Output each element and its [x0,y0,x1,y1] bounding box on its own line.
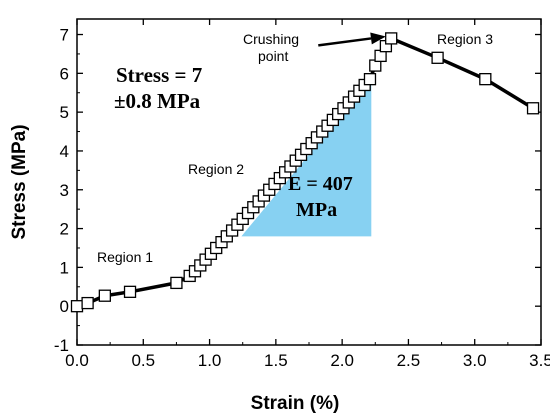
x-tick-label: 3.0 [463,351,487,370]
region-1-label: Region 1 [97,249,153,265]
data-point [431,51,444,64]
modulus-label-line1: E = 407 [288,173,353,195]
x-tick-label: 0.5 [131,351,155,370]
x-tick-label: 0.0 [65,351,89,370]
arrow-layer [318,32,386,47]
y-tick-label: 7 [60,26,69,45]
region-2-label: Region 2 [188,161,244,177]
x-tick-label: 1.0 [198,351,222,370]
x-tick-label: 2.5 [397,351,421,370]
data-point [123,285,137,298]
data-point [479,73,492,86]
y-axis-title: Stress (MPa) [9,124,30,239]
data-point [526,102,540,115]
data-point [70,300,84,313]
y-tick-label: 6 [60,64,69,83]
x-tick-label: 3.5 [529,351,550,370]
x-tick-label: 2.0 [330,351,354,370]
y-tick-label: 4 [60,142,69,161]
stress-annotation-line1: Stress = 7 [116,63,202,87]
y-tick-label: 0 [60,297,69,316]
data-point [363,73,377,86]
crushing-point-label-line2: point [258,48,288,64]
gridless-axes: 0.0 0.5 1.0 1.5 2.0 2.5 3.0 3.5 -1 0 1 2 3 4 5 6 7 [54,18,550,370]
crushing-arrow-head [370,32,386,45]
data-point [170,276,183,290]
x-tick-label: 1.5 [264,351,288,370]
data-point [98,289,111,302]
modulus-label-line2: MPa [296,199,337,221]
data-point [385,32,398,45]
x-axis-title: Strain (%) [251,393,340,414]
data-series-markers [70,32,540,313]
y-tick-label: 3 [60,181,69,200]
y-tick-label: 5 [60,103,69,122]
y-tick-label: 2 [60,220,69,239]
y-tick-label: 1 [60,258,69,277]
stress-annotation-line2: ±0.8 MPa [114,89,201,113]
region-3-label: Region 3 [437,31,493,47]
crushing-arrow-shaft [318,37,372,47]
crushing-point-label-line1: Crushing [243,31,299,47]
y-tick-label: -1 [54,336,69,355]
data-point [81,296,94,310]
